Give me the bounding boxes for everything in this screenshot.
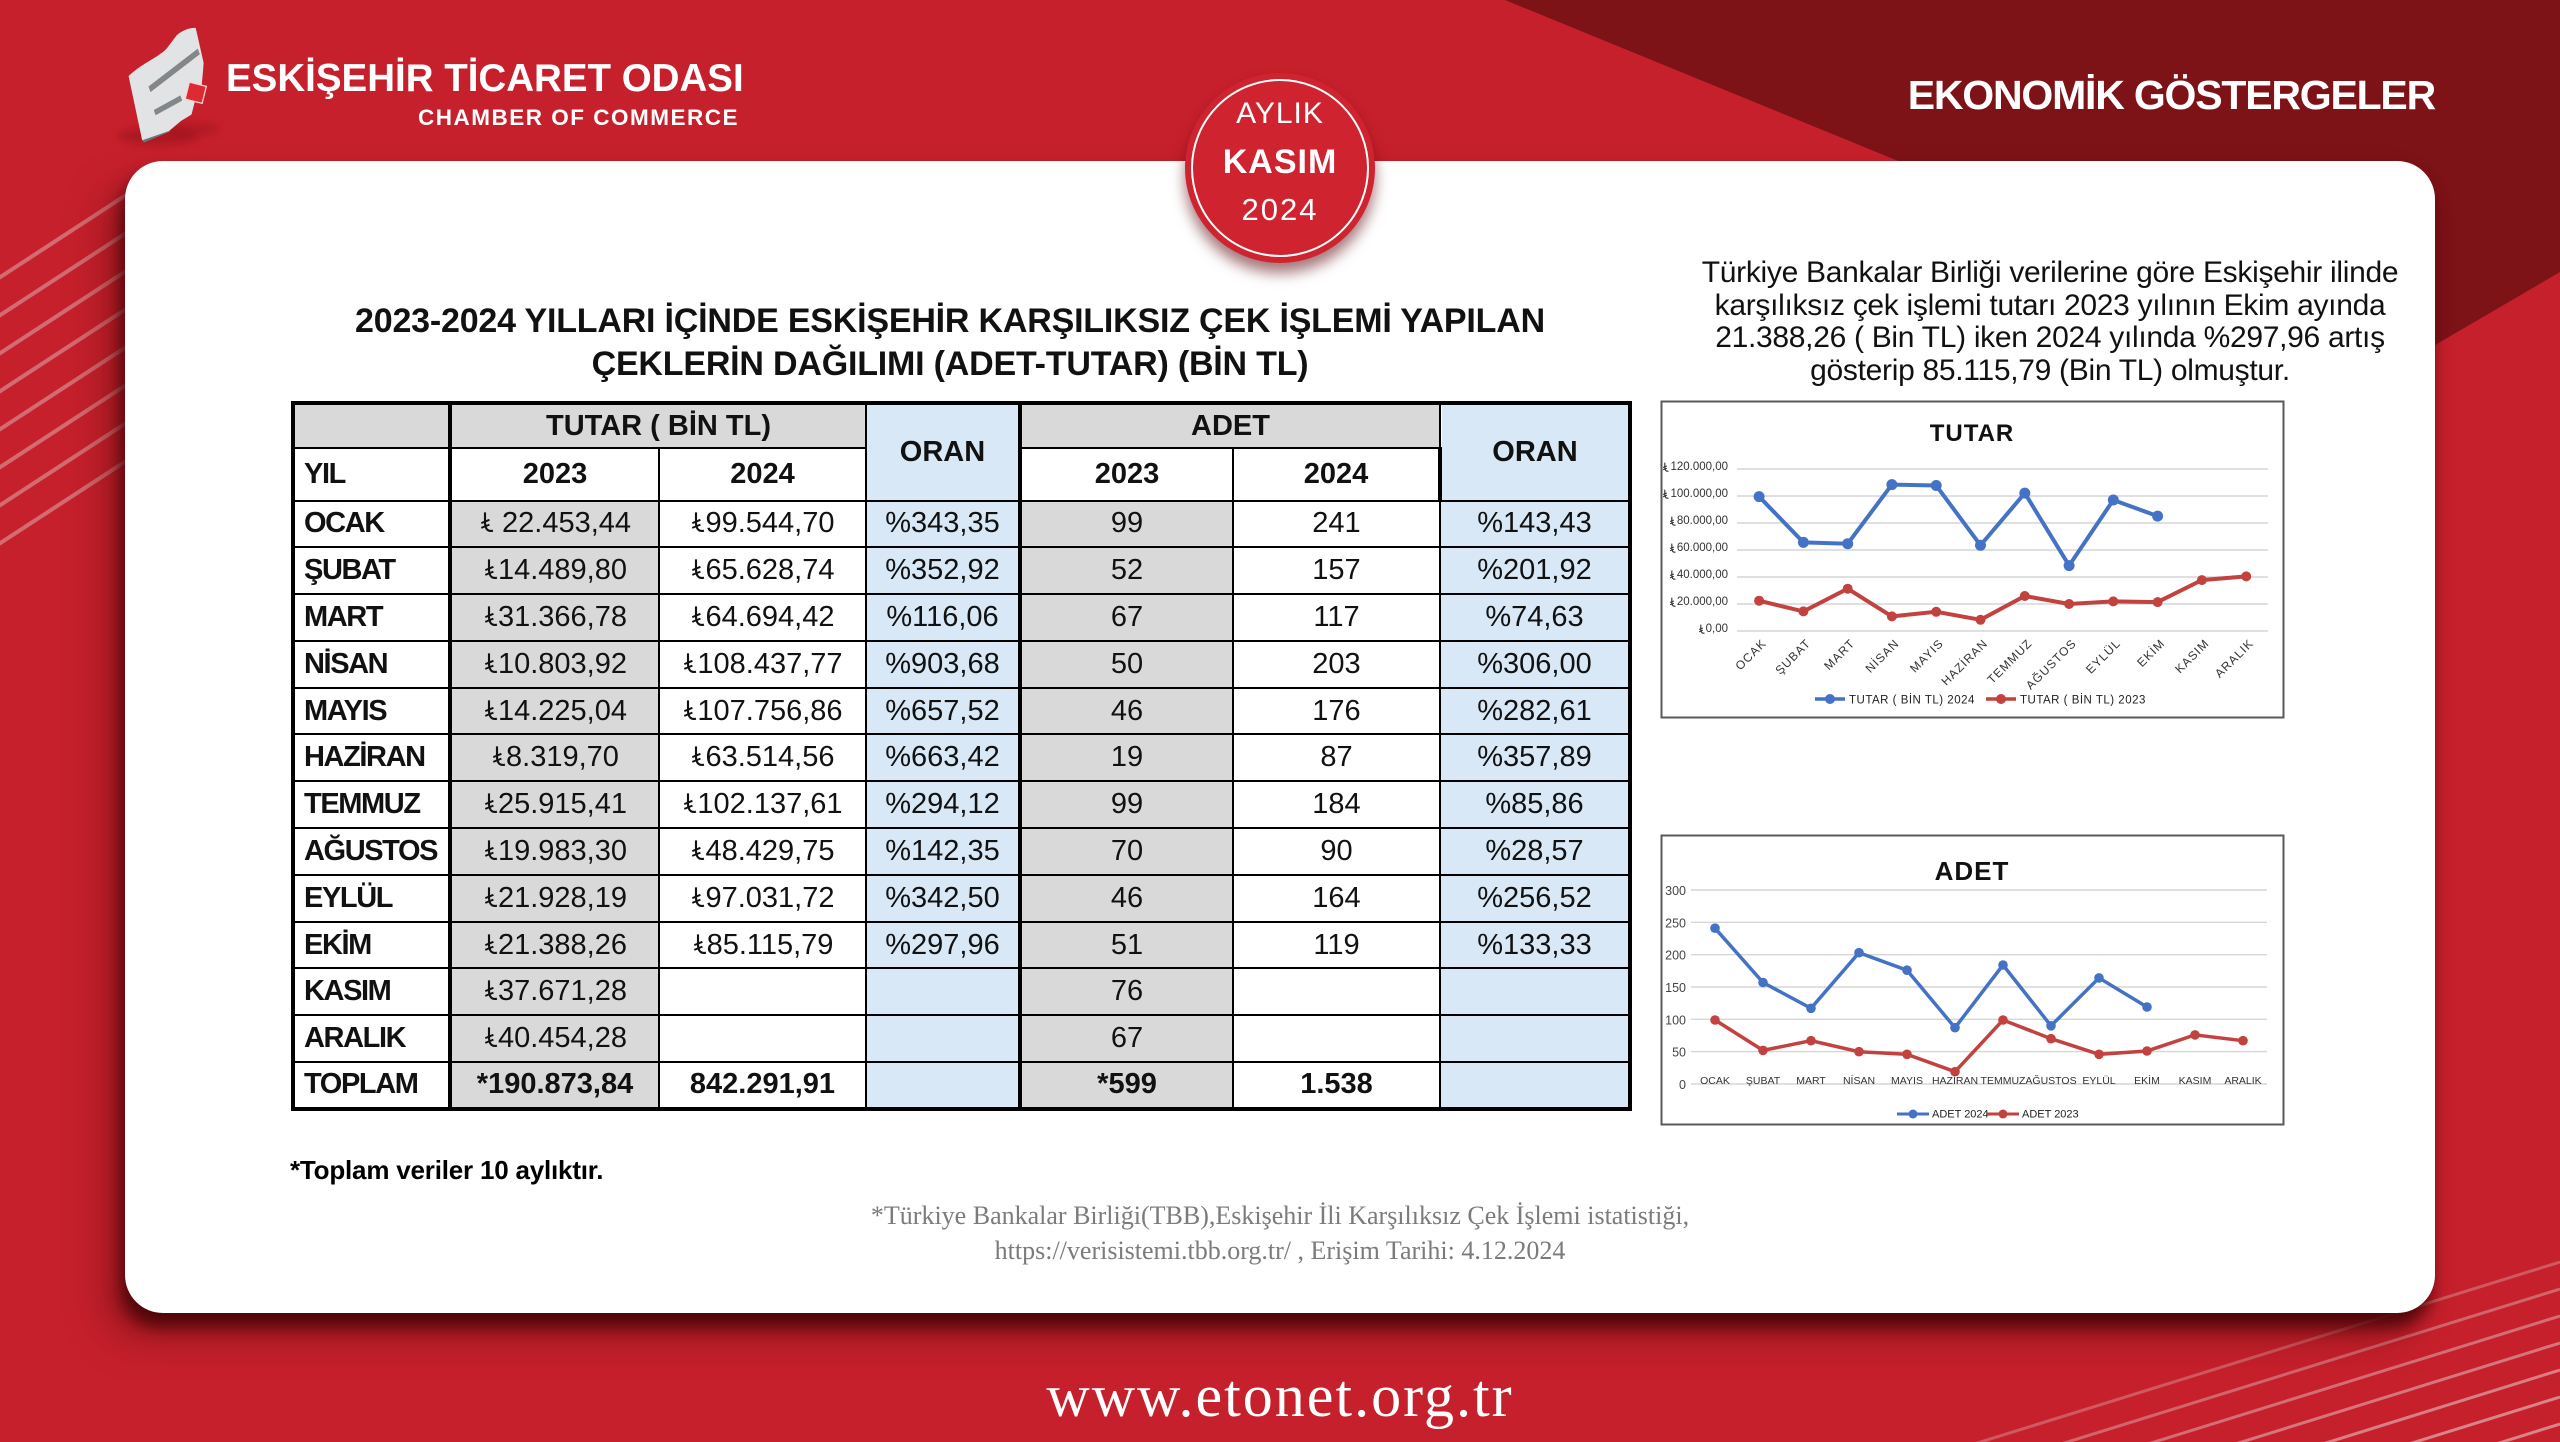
svg-text:MAYIS: MAYIS (1891, 1075, 1923, 1087)
svg-text:OCAK: OCAK (1700, 1075, 1730, 1087)
svg-text:EKİM: EKİM (2134, 1074, 2160, 1087)
svg-text:AĞUSTOS: AĞUSTOS (2025, 1074, 2076, 1087)
svg-text:0: 0 (1679, 1078, 1686, 1092)
svg-text:150: 150 (1665, 981, 1686, 995)
svg-text:200: 200 (1665, 949, 1686, 963)
svg-text:ADET 2023: ADET 2023 (2022, 1109, 2079, 1121)
svg-text:300: 300 (1665, 884, 1686, 898)
svg-text:TEMMUZ: TEMMUZ (1981, 1075, 2026, 1087)
svg-text:ADET: ADET (1935, 856, 2010, 886)
svg-text:ADET 2024: ADET 2024 (1932, 1109, 1989, 1121)
svg-text:250: 250 (1665, 916, 1686, 930)
svg-text:TUTAR ( BİN TL) 2024: TUTAR ( BİN TL) 2024 (1849, 694, 1975, 707)
svg-text:TUTAR: TUTAR (1930, 420, 2015, 447)
svg-text:EYLÜL: EYLÜL (2082, 1075, 2115, 1087)
svg-text:ŞUBAT: ŞUBAT (1746, 1075, 1781, 1087)
svg-text:100: 100 (1665, 1013, 1686, 1027)
svg-text:MART: MART (1796, 1075, 1826, 1087)
svg-text:50: 50 (1672, 1046, 1686, 1060)
svg-text:KASIM: KASIM (2179, 1075, 2212, 1087)
svg-text:ARALIK: ARALIK (2224, 1075, 2261, 1087)
svg-text:TUTAR ( BİN TL) 2023: TUTAR ( BİN TL) 2023 (2020, 694, 2146, 707)
svg-text:HAZİRAN: HAZİRAN (1932, 1074, 1978, 1087)
svg-text:NİSAN: NİSAN (1843, 1074, 1875, 1087)
